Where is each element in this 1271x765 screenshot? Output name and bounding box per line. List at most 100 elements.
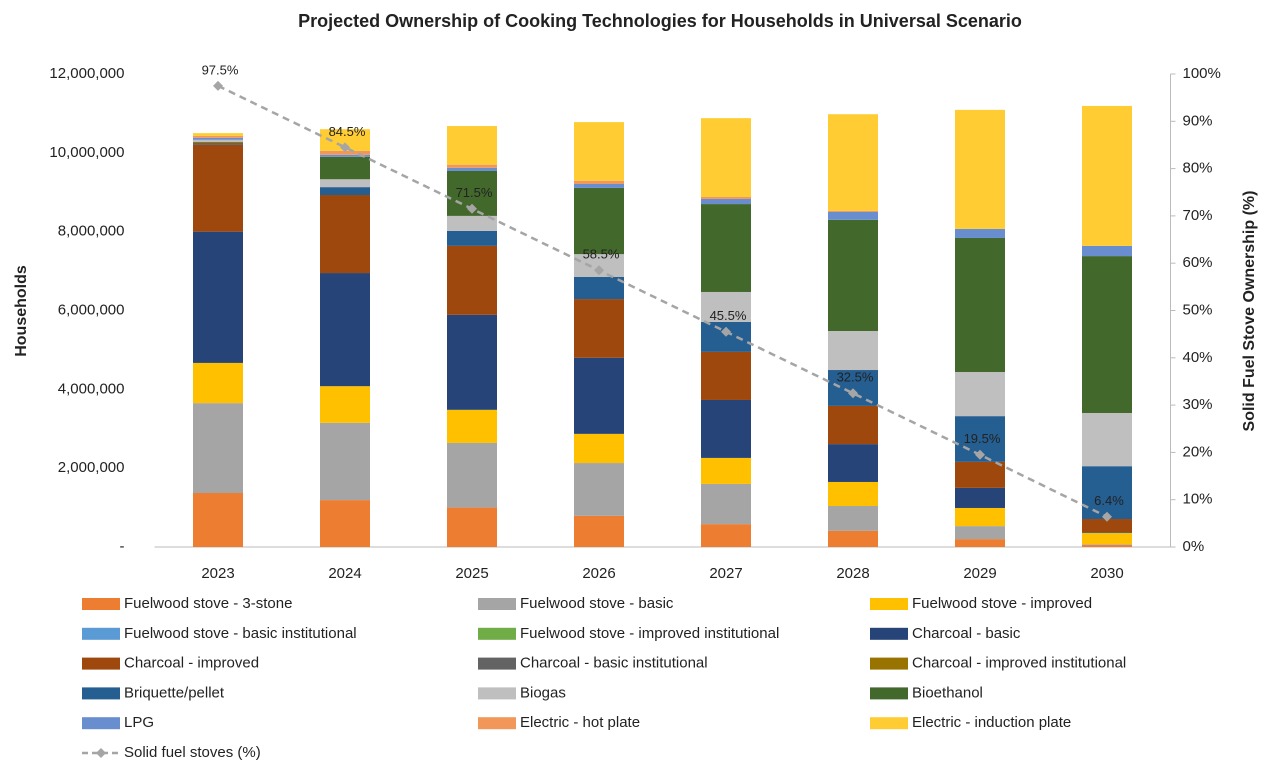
bar-segment bbox=[701, 351, 751, 400]
data-label: 19.5% bbox=[964, 431, 1001, 446]
bar-segment bbox=[828, 444, 878, 482]
legend-swatch bbox=[82, 717, 120, 730]
bar-segment bbox=[1082, 466, 1132, 520]
bar-segment bbox=[828, 211, 878, 220]
bar-segment bbox=[574, 433, 624, 464]
line-marker bbox=[594, 265, 604, 276]
line-marker bbox=[848, 388, 858, 399]
bar-segment bbox=[193, 142, 243, 145]
y-tick-label: 10,000,000 bbox=[49, 144, 124, 161]
data-label: 97.5% bbox=[202, 62, 239, 77]
legend-label: Briquette/pellet bbox=[124, 684, 225, 701]
bar-segment bbox=[701, 399, 751, 458]
legend-label: Charcoal - improved institutional bbox=[912, 655, 1126, 672]
bar-segment bbox=[193, 139, 243, 142]
bar-segment bbox=[1082, 532, 1132, 533]
legend-swatch bbox=[870, 717, 908, 730]
legend-swatch bbox=[478, 627, 516, 640]
x-tick-label: 2028 bbox=[836, 565, 869, 582]
x-tick-label: 2024 bbox=[328, 565, 361, 582]
bar-segment bbox=[828, 114, 878, 211]
y-tick-label: - bbox=[120, 538, 125, 555]
bar-segment bbox=[701, 196, 751, 199]
data-label: 71.5% bbox=[456, 185, 493, 200]
bar-segment bbox=[193, 137, 243, 140]
bar-segment bbox=[701, 457, 751, 484]
bar-segment bbox=[828, 370, 878, 406]
y2-tick-label: 90% bbox=[1183, 112, 1213, 129]
legend-label: Fuelwood stove - basic institutional bbox=[124, 625, 357, 642]
y2-tick-label: 100% bbox=[1183, 65, 1221, 82]
bar-segment bbox=[828, 530, 878, 547]
bar-segment bbox=[1082, 532, 1132, 545]
bar-segment bbox=[447, 215, 497, 231]
bar-segment bbox=[447, 167, 497, 171]
bar-segment bbox=[447, 314, 497, 410]
y2-tick-label: 80% bbox=[1183, 160, 1213, 177]
y-tick-label: 6,000,000 bbox=[58, 301, 125, 318]
bar-segment bbox=[193, 135, 243, 138]
y2-tick-label: 60% bbox=[1183, 254, 1213, 271]
bar-segment bbox=[320, 187, 370, 196]
y2-tick-label: 20% bbox=[1183, 443, 1213, 460]
bar-segment bbox=[193, 133, 243, 136]
bar-segment bbox=[320, 273, 370, 387]
bar-segment bbox=[701, 198, 751, 205]
bar-segment bbox=[320, 386, 370, 423]
legend-swatch bbox=[478, 717, 516, 730]
bar-segment bbox=[320, 422, 370, 501]
bar-segment bbox=[447, 126, 497, 165]
bar-segment bbox=[955, 526, 1005, 540]
x-tick-label: 2027 bbox=[709, 565, 742, 582]
bar-segment bbox=[828, 330, 878, 371]
bar-segment bbox=[1082, 256, 1132, 413]
legend-label: LPG bbox=[124, 714, 154, 731]
bar-segment bbox=[828, 506, 878, 531]
y2-axis-title: Solid Fuel Stove Ownership (%) bbox=[1241, 191, 1258, 432]
y2-tick-label: 50% bbox=[1183, 301, 1213, 318]
bar-segment bbox=[828, 219, 878, 331]
line bbox=[217, 84, 1108, 518]
bar-segment bbox=[955, 228, 1005, 238]
x-tick-label: 2025 bbox=[455, 565, 488, 582]
bar-segment bbox=[701, 321, 751, 352]
legend-swatch bbox=[478, 598, 516, 610]
legend-marker bbox=[96, 748, 106, 758]
legend-swatch bbox=[82, 598, 120, 610]
y-tick-label: 2,000,000 bbox=[58, 459, 125, 476]
bar-segment bbox=[574, 463, 624, 516]
bar-segment bbox=[447, 409, 497, 443]
x-tick-label: 2029 bbox=[963, 565, 996, 582]
bar-segment bbox=[574, 180, 624, 184]
y2-tick-label: 10% bbox=[1183, 491, 1213, 508]
bar-segment bbox=[574, 357, 624, 434]
legend-label: Fuelwood stove - 3-stone bbox=[124, 595, 292, 612]
legend-swatch bbox=[870, 598, 908, 610]
bar-segment bbox=[447, 245, 497, 315]
data-label: 32.5% bbox=[837, 370, 874, 385]
bar-segment bbox=[320, 500, 370, 547]
legend-label: Charcoal - basic bbox=[912, 625, 1021, 642]
bar-segment bbox=[447, 507, 497, 547]
line-marker bbox=[467, 203, 477, 214]
x-tick-label: 2026 bbox=[582, 565, 615, 582]
y-axis-title: Households bbox=[13, 265, 30, 357]
bar-segment bbox=[320, 156, 370, 180]
chart-title: Projected Ownership of Cooking Technolog… bbox=[298, 11, 1022, 31]
bar-segment bbox=[701, 118, 751, 197]
bar-segment bbox=[193, 492, 243, 547]
legend-label: Biogas bbox=[520, 684, 566, 701]
legend-label: Fuelwood stove - basic bbox=[520, 595, 674, 612]
bar-segment bbox=[574, 183, 624, 188]
legend-label: Electric - hot plate bbox=[520, 714, 640, 731]
bar-segment bbox=[193, 403, 243, 493]
bar-segment bbox=[193, 231, 243, 363]
x-tick-label: 2023 bbox=[201, 565, 234, 582]
line-marker bbox=[1102, 511, 1112, 522]
bar-segment bbox=[701, 524, 751, 547]
bar-segment bbox=[1082, 105, 1132, 246]
legend-label: Charcoal - improved bbox=[124, 655, 259, 672]
legend-swatch bbox=[870, 657, 908, 670]
bar-segment bbox=[955, 507, 1005, 527]
